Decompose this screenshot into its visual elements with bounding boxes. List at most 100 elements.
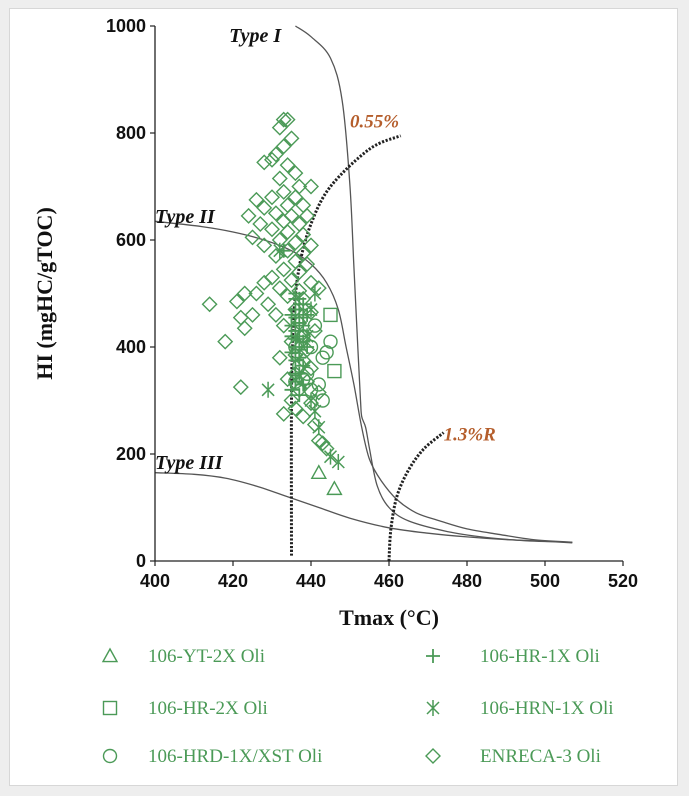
data-point-106-yt-2x-oli: [326, 480, 343, 496]
legend-item-106-hr-2x-oli: 106-HR-2X Oli: [102, 698, 268, 719]
x-tick-label: 440: [296, 571, 326, 591]
data-point-enreca-3-oli: [306, 416, 323, 433]
data-point-enreca-3-oli: [279, 111, 296, 128]
legend-item-enreca-3-oli: ENRECA-3 Oli: [425, 746, 601, 767]
axes: 0 200 400 600 800 1000 400 420 440 460 480 500 520 Tm…: [32, 16, 638, 630]
data-point-enreca-3-oli: [299, 256, 316, 273]
data-point-enreca-3-oli: [275, 317, 292, 334]
data-point-106-hr-1x-oli: [284, 318, 299, 333]
series-106-yt-2x-oli: [310, 464, 343, 496]
curve-labels: Type I Type II Type III 0.55% 1.3%R: [155, 25, 496, 474]
data-point-enreca-3-oli: [236, 320, 253, 337]
data-point-106-hrd-1x-xst-oli: [307, 318, 323, 333]
data-point-enreca-3-oli: [256, 274, 273, 291]
legend: 106-YT-2X Oli 106-HR-1X Oli 106-HR-2X Oli 1…: [101, 646, 614, 767]
data-point-106-hrd-1x-xst-oli: [311, 377, 326, 392]
x-tick-label: 400: [140, 571, 170, 591]
legend-label: 106-HRD-1X/XST Oli: [148, 746, 322, 767]
label-maturity-1-3-r: 1.3%R: [444, 425, 496, 446]
data-point-enreca-3-oli: [279, 157, 296, 174]
data-point-enreca-3-oli: [244, 306, 261, 323]
data-point-enreca-3-oli: [260, 296, 277, 313]
label-type-i: Type I: [229, 25, 282, 47]
y-axis-title: HI (mgHC/gTOC): [32, 207, 57, 380]
data-point-enreca-3-oli: [283, 272, 300, 289]
data-point-106-hr-1x-oli: [292, 388, 307, 403]
data-point-106-hr-1x-oli: [300, 340, 315, 354]
data-point-enreca-3-oli: [295, 408, 312, 425]
data-point-106-hr-1x-oli: [288, 366, 303, 381]
data-point-enreca-3-oli: [283, 392, 300, 409]
data-point-106-hr-1x-oli: [292, 291, 307, 306]
data-point-enreca-3-oli: [275, 183, 292, 200]
data-point-enreca-3-oli: [248, 191, 265, 208]
x-tick-label: 480: [452, 571, 482, 591]
x-tick-label: 520: [608, 571, 638, 591]
data-point-enreca-3-oli: [275, 405, 292, 422]
data-point-106-hr-1x-oli: [276, 243, 291, 258]
data-point-enreca-3-oli: [256, 237, 273, 254]
data-point-enreca-3-oli: [275, 111, 292, 128]
data-point-enreca-3-oli: [217, 333, 234, 350]
data-point-enreca-3-oli: [271, 349, 288, 366]
data-point-enreca-3-oli: [240, 207, 257, 224]
data-point-enreca-3-oli: [318, 440, 335, 457]
legend-marker-diamond: [425, 748, 441, 764]
data-point-enreca-3-oli: [256, 154, 273, 171]
data-point-106-hrn-1x-oli: [331, 454, 345, 471]
data-point-enreca-3-oli: [267, 205, 284, 222]
data-point-enreca-3-oli: [303, 237, 319, 254]
data-point-enreca-3-oli: [287, 165, 304, 182]
legend-marker-asterisk: [426, 700, 440, 716]
label-type-ii: Type II: [155, 206, 216, 228]
data-point-enreca-3-oli: [299, 207, 316, 224]
legend-label: 106-YT-2X Oli: [148, 646, 265, 667]
data-point-enreca-3-oli: [267, 146, 284, 163]
data-point-enreca-3-oli: [267, 248, 284, 265]
legend-label: 106-HR-2X Oli: [148, 698, 268, 719]
data-point-enreca-3-oli: [303, 178, 319, 195]
legend-marker-plus: [426, 649, 440, 663]
data-point-enreca-3-oli: [271, 119, 288, 136]
data-point-106-hr-2x-oli: [323, 307, 338, 323]
legend-item-106-hr-1x-oli: 106-HR-1X Oli: [426, 646, 600, 667]
legend-label: 106-HR-1X Oli: [480, 646, 600, 667]
legend-item-106-hrn-1x-oli: 106-HRN-1X Oli: [426, 698, 614, 719]
data-point-106-hrn-1x-oli: [323, 448, 338, 465]
data-point-enreca-3-oli: [248, 285, 265, 302]
data-point-enreca-3-oli: [310, 432, 327, 449]
data-point-enreca-3-oli: [283, 130, 300, 147]
data-point-enreca-3-oli: [310, 384, 327, 401]
maturity-lines: [289, 134, 445, 562]
data-points: [201, 111, 345, 496]
data-point-106-hr-2x-oli: [327, 363, 342, 379]
data-point-enreca-3-oli: [228, 293, 245, 310]
y-tick-label: 600: [116, 230, 146, 250]
label-maturity-0-55: 0.55%: [350, 112, 399, 133]
data-point-106-hrd-1x-xst-oli: [315, 393, 330, 408]
data-point-106-hr-1x-oli: [296, 310, 311, 325]
data-point-enreca-3-oli: [252, 215, 269, 232]
data-point-enreca-3-oli: [310, 280, 327, 297]
data-point-106-hrn-1x-oli: [312, 419, 326, 436]
data-point-106-hr-1x-oli: [284, 345, 299, 360]
y-tick-label: 1000: [106, 16, 146, 36]
data-point-enreca-3-oli: [256, 199, 273, 216]
data-point-106-hr-1x-oli: [292, 342, 307, 357]
data-point-106-hrn-1x-oli: [308, 285, 322, 302]
data-point-106-hrd-1x-xst-oli: [315, 350, 330, 365]
data-point-enreca-3-oli: [275, 138, 292, 155]
legend-marker-triangle: [101, 647, 119, 663]
data-point-enreca-3-oli: [264, 189, 280, 206]
data-point-enreca-3-oli: [264, 221, 280, 238]
data-point-enreca-3-oli: [287, 189, 304, 206]
data-point-enreca-3-oli: [264, 151, 280, 168]
x-tick-label: 460: [374, 571, 404, 591]
legend-marker-circle: [102, 748, 118, 764]
data-point-106-hrn-1x-oli: [261, 381, 275, 398]
y-tick-label: 800: [116, 123, 146, 143]
data-point-enreca-3-oli: [201, 296, 218, 313]
x-axis-title: Tmax (°C): [339, 605, 439, 630]
label-type-iii: Type III: [155, 452, 224, 474]
